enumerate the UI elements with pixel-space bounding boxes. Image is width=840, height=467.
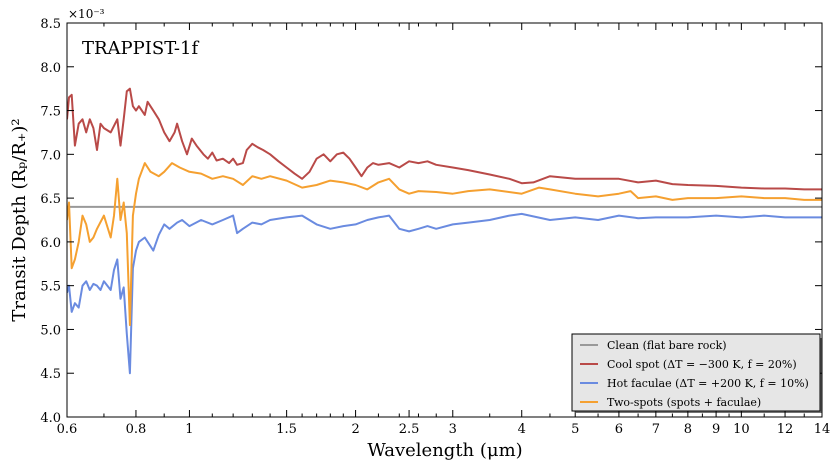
y-tick-label: 7.5 xyxy=(40,105,61,120)
legend-label-3: Two-spots (spots + faculae) xyxy=(607,396,761,409)
y-tick-label: 6.0 xyxy=(40,236,61,251)
legend-label-0: Clean (flat bare rock) xyxy=(607,339,727,352)
x-tick-label: 1.5 xyxy=(276,422,297,437)
y-tick-label: 7.0 xyxy=(40,148,61,163)
x-tick-label: 12 xyxy=(777,422,794,437)
x-tick-label: 3 xyxy=(449,422,457,437)
y-tick-label: 5.0 xyxy=(40,323,61,338)
y-axis-title: Transit Depth (Rₚ/R₊)² xyxy=(9,118,30,321)
y-tick-label: 5.5 xyxy=(40,280,61,295)
x-tick-label: 0.6 xyxy=(57,422,78,437)
plot-frame xyxy=(66,22,823,418)
y-axis: 4.0 4.5 5.0 5.5 6.0 6.5 7.0 7.5 8.0 8.5 xyxy=(40,17,822,426)
legend-box xyxy=(571,333,821,412)
x-tick-label: 14 xyxy=(814,422,831,437)
x-tick-label: 4 xyxy=(518,422,526,437)
x-tick-label: 7 xyxy=(652,422,660,437)
y-exponent-label: ×10⁻³ xyxy=(68,7,105,21)
legend: Clean (flat bare rock) Cool spot (ΔT = −3… xyxy=(571,333,822,413)
y-tick-label: 4.5 xyxy=(40,367,61,382)
x-tick-label: 8 xyxy=(684,422,692,437)
planet-annotation: TRAPPIST-1f xyxy=(82,38,199,59)
series-line-2 xyxy=(67,212,822,375)
x-tick-label: 0.8 xyxy=(126,422,147,437)
series-layer xyxy=(67,87,822,375)
x-tick-label: 5 xyxy=(571,422,579,437)
x-tick-label: 2 xyxy=(351,422,359,437)
x-tick-label: 6 xyxy=(615,422,623,437)
y-tick-label: 4.0 xyxy=(40,411,61,426)
y-tick-label: 6.5 xyxy=(40,192,61,207)
legend-label-2: Hot faculae (ΔT = +200 K, f = 10%) xyxy=(607,377,809,390)
legend-label-1: Cool spot (ΔT = −300 K, f = 20%) xyxy=(607,358,797,371)
x-axis-title: Wavelength (μm) xyxy=(367,440,522,461)
y-tick-label: 8.0 xyxy=(40,61,61,76)
x-tick-label: 10 xyxy=(733,422,750,437)
x-tick-label: 1 xyxy=(185,422,193,437)
x-tick-label: 9 xyxy=(712,422,720,437)
series-line-1 xyxy=(67,87,822,191)
x-tick-label: 2.5 xyxy=(399,422,420,437)
x-axis: 0.6 0.8 1 1.5 2 2.5 3 4 5 6 7 8 9 10 12 14 xyxy=(57,23,831,437)
series-line-3 xyxy=(67,162,822,327)
y-tick-label: 8.5 xyxy=(40,17,61,32)
